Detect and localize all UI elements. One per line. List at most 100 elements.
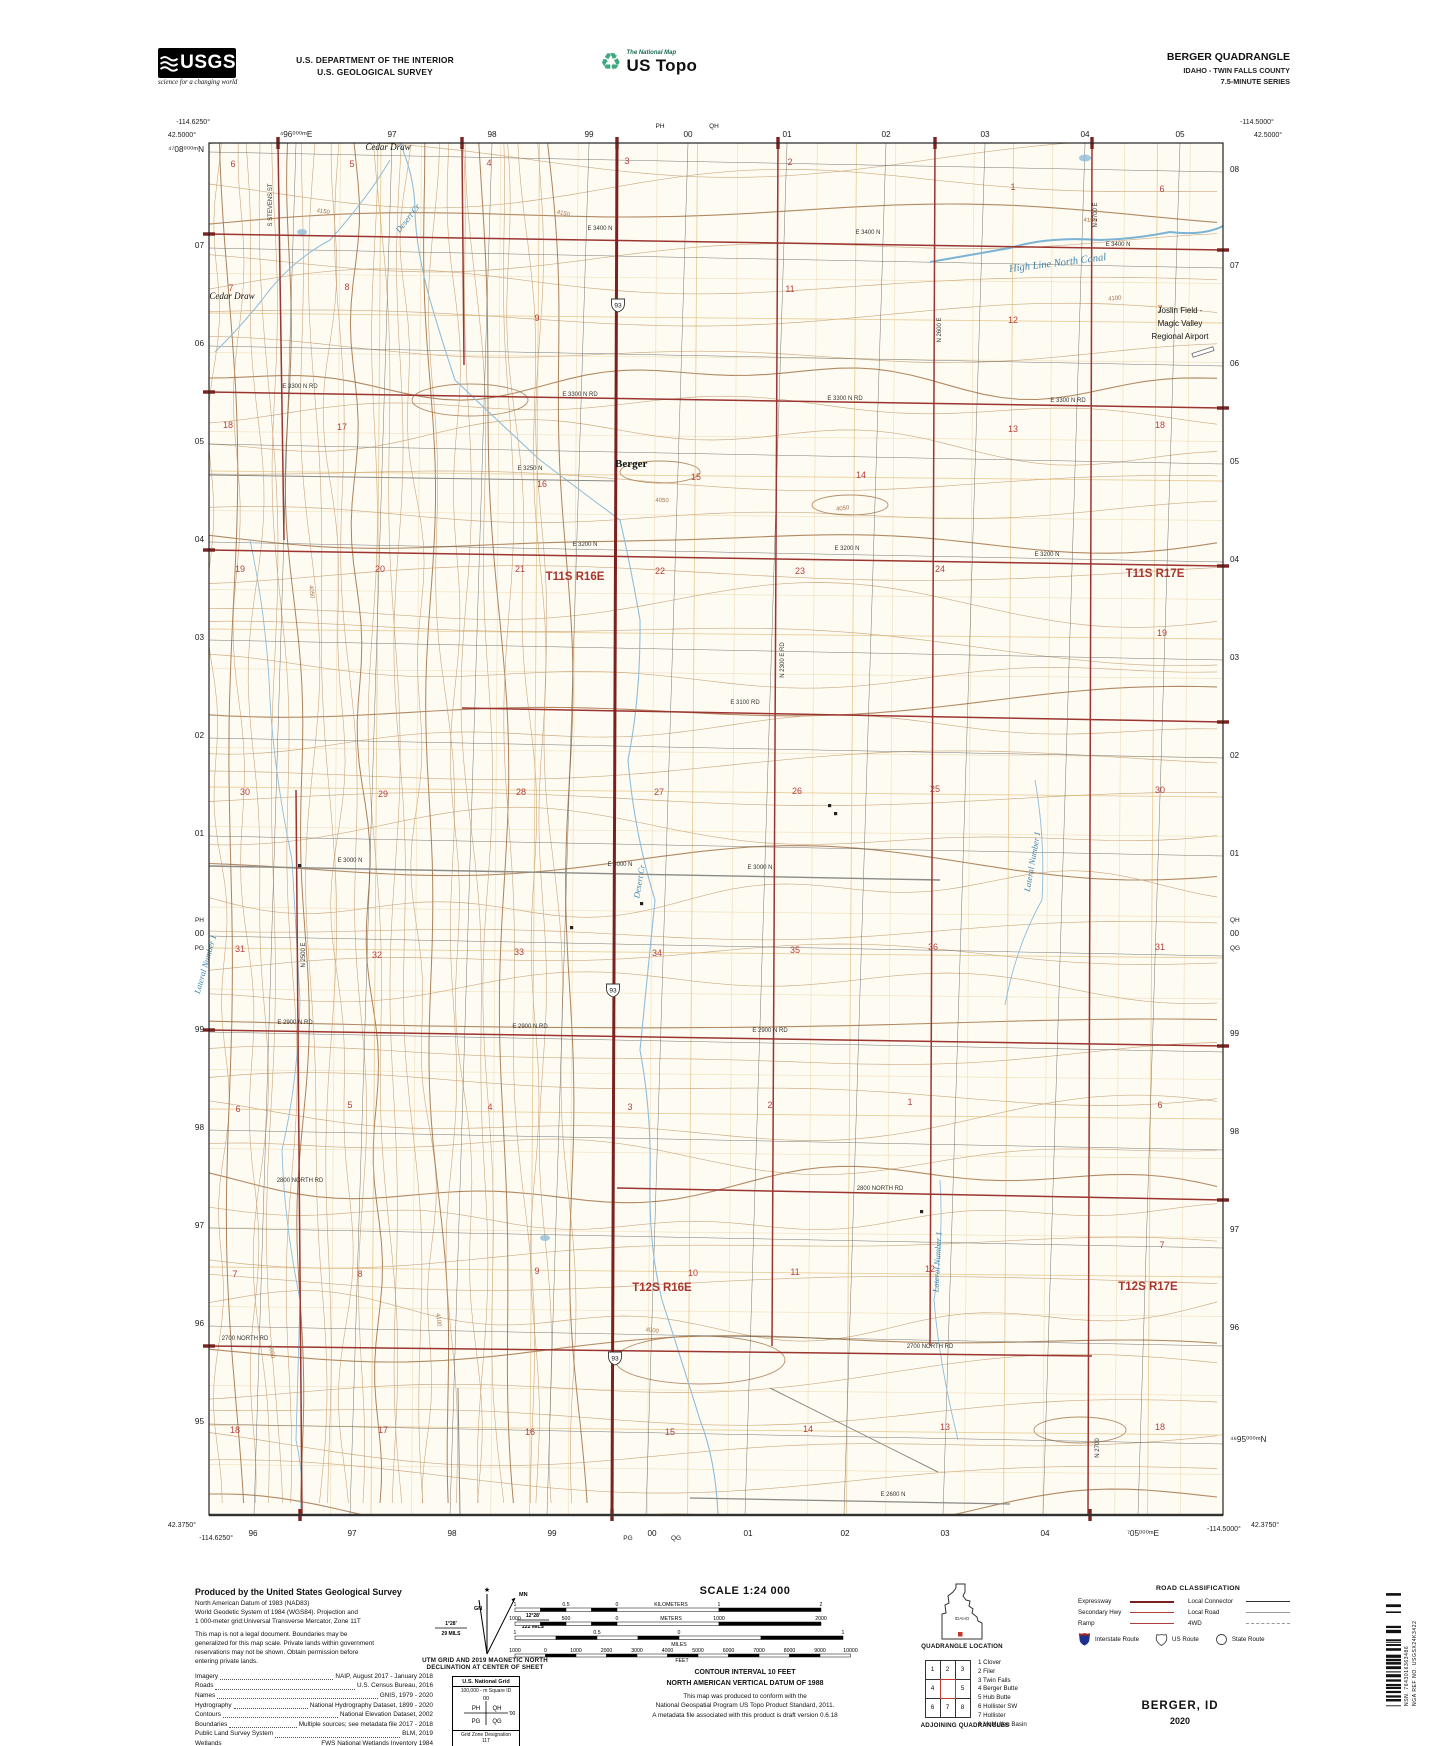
contour-note-1: CONTOUR INTERVAL 10 FEET [694, 1669, 796, 1676]
road-class-swatch [1246, 1623, 1290, 1624]
grid-label-right: 07 [1230, 261, 1240, 270]
section-number: 18 [230, 1425, 240, 1435]
adjoining-cell: 7 [939, 1697, 956, 1718]
section-number: 12 [925, 1264, 935, 1274]
road-name-label: E 2900 N RD [512, 1024, 548, 1030]
contour-note: CONTOUR INTERVAL 10 FEET NORTH AMERICAN … [595, 1668, 895, 1689]
road-name-label: E 3000 N [607, 862, 632, 868]
grid-label-left: 05 [195, 437, 205, 446]
section-number: 18 [1155, 420, 1165, 430]
svg-text:1°28': 1°28' [445, 1621, 457, 1627]
grid-label-left: ⁴⁷08⁰⁰⁰ᵐN [168, 145, 204, 154]
svg-text:2000: 2000 [601, 1648, 613, 1654]
svg-text:93: 93 [614, 303, 622, 310]
road-class-row: Ramp 4WD [1078, 1618, 1318, 1629]
grid-label-left: 06 [195, 339, 205, 348]
contour-elevation-label: 4000 [645, 1327, 660, 1335]
place-label: Cedar Draw [209, 291, 254, 301]
svg-text:93: 93 [609, 988, 617, 995]
section-number: 1 [1010, 182, 1015, 192]
section-number: 35 [790, 945, 800, 955]
idaho-outline [941, 1583, 983, 1640]
grid-label-bottom: QG [671, 1535, 681, 1542]
section-number: 19 [1157, 628, 1167, 638]
usng-title: U.S. National Grid [462, 1679, 510, 1685]
credit-source: Public Land Survey System [195, 1730, 274, 1738]
road-name-label: N 2500 E [301, 942, 307, 967]
credit-leader [224, 1739, 320, 1746]
township-label: T12S R17E [1118, 1281, 1178, 1293]
utm-grid [209, 143, 1223, 1515]
grid-label-top: 97 [387, 130, 397, 139]
grid-label-bottom: 01 [743, 1529, 753, 1538]
contour-elevation-label: 4150 [1083, 218, 1097, 225]
section-number: 32 [372, 950, 382, 960]
svg-text:7000: 7000 [753, 1648, 765, 1654]
section-number: 14 [856, 470, 866, 480]
grid-label-left: 02 [195, 731, 205, 740]
corner-coord: 42.3750° [168, 1521, 196, 1529]
natmap-label: The National Map [626, 50, 677, 56]
credit-leader [215, 1681, 355, 1690]
produced-title: Produced by the United States Geological… [195, 1587, 402, 1597]
svg-text:0: 0 [616, 1616, 619, 1622]
grid-label-left: 00 [195, 929, 205, 938]
adjoining-cell: 1 [924, 1659, 941, 1680]
usng-box: U.S. National Grid 100,000 - m Square ID… [452, 1676, 520, 1746]
hydrography [214, 143, 1223, 1515]
contour-elevation-label: 4000 [266, 1345, 275, 1360]
road-class-label: 4WD [1188, 1620, 1202, 1627]
credit-value: GNIS, 1979 - 2020 [379, 1692, 433, 1699]
svg-text:NSN. 7643016363486: NSN. 7643016363486 [1404, 1646, 1410, 1706]
svg-text:12°28': 12°28' [526, 1613, 540, 1619]
contour-elevation-label: 4050 [307, 585, 314, 600]
grid-label-left: 96 [195, 1319, 205, 1328]
svg-text:QH: QH [493, 1706, 502, 1712]
road-class-row: Expressway Local Connector [1078, 1596, 1318, 1607]
section-number: 18 [1155, 1422, 1165, 1432]
credit-value: National Elevation Dataset, 2002 [339, 1711, 433, 1719]
svg-text:FEET: FEET [675, 1658, 689, 1662]
section-number: 7 [228, 283, 233, 293]
road-name-label: 2700 NORTH RD [222, 1336, 269, 1342]
credit-leader [275, 1729, 401, 1738]
legal-line: entering private lands. [195, 1657, 258, 1665]
section-number: 16 [525, 1427, 535, 1437]
svg-text:1000: 1000 [713, 1616, 725, 1622]
svg-text:1000: 1000 [509, 1616, 521, 1622]
contour-note-2: NORTH AMERICAN VERTICAL DATUM OF 1988 [666, 1679, 824, 1687]
credit-value: Multiple sources; see metadata file 2017… [298, 1720, 433, 1728]
section-number: 33 [514, 947, 524, 957]
section-number: 24 [935, 564, 945, 574]
adjoining-quad-name: 4 Berger Butte [978, 1685, 1018, 1693]
svg-text:QG: QG [492, 1719, 502, 1725]
section-number: 7 [1157, 304, 1162, 314]
section-number: 22 [655, 566, 665, 576]
svg-text:0.5: 0.5 [562, 1602, 569, 1608]
structures [298, 346, 1215, 1214]
adjoining-quad-name: 7 Hollister [978, 1711, 1006, 1719]
section-number: 27 [654, 787, 664, 797]
grid-label-bottom: 98 [447, 1529, 457, 1538]
barcode: NSN. 7643016363486 NGA REF NO. USGSX24K34… [1386, 1593, 1418, 1707]
ustopo-logo: ♻ The National Map US Topo [600, 50, 697, 76]
credit-row: Hydrography National Hydrography Dataset,… [195, 1701, 433, 1711]
road-name-label: E 3400 N [1105, 242, 1130, 248]
credit-source: Roads [195, 1682, 214, 1690]
credit-row: Contours National Elevation Dataset, 2002 [195, 1710, 433, 1720]
section-number: 6 [1157, 1100, 1162, 1110]
standard-note: This map was produced to conform with th… [570, 1692, 920, 1720]
quad-state: IDAHO - TWIN FALLS COUNTY [1183, 65, 1290, 75]
legal-line: reservations may not be shown. Obtain pe… [195, 1648, 359, 1656]
grid-label-left: PH [195, 917, 204, 924]
grid-label-right: 04 [1230, 555, 1240, 564]
grid-label-top: 05 [1175, 130, 1185, 139]
section-number: 10 [688, 1268, 698, 1278]
state-locator-map: IDAHO [941, 1583, 983, 1640]
svg-text:IDAHO: IDAHO [955, 1616, 970, 1621]
section-number: 13 [1008, 424, 1018, 434]
section-number: 6 [1159, 184, 1164, 194]
road-class-shield-label: Interstate Route [1095, 1635, 1140, 1643]
quad-series: 7.5-MINUTE SERIES [1220, 76, 1290, 86]
adjoining-list: 1 Clover 2 Filer 3 Twin Falls 4 Berger Butt… [978, 1659, 1027, 1729]
